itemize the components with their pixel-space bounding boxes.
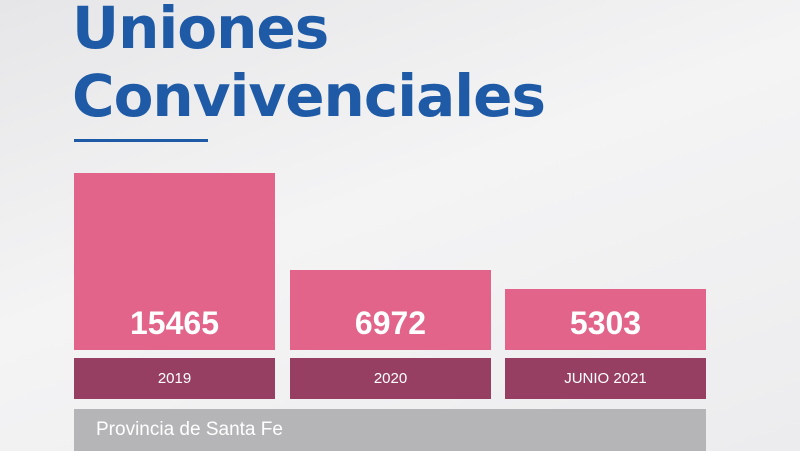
data-label: 6972 [354, 304, 427, 341]
data-label: 15465 [130, 305, 219, 341]
chart-title-line-2: Convivenciales [72, 62, 546, 130]
category-label: 2019 [74, 358, 275, 399]
footer-label: Provincia de Santa Fe [74, 409, 706, 451]
bar-1: 6972 [290, 270, 491, 350]
title-underline [74, 139, 208, 142]
category-label: JUNIO 2021 [505, 358, 706, 399]
bar-0: 15465 [74, 173, 275, 350]
data-label: 5303 [569, 304, 642, 341]
chart-title-line-1: Uniones [72, 0, 329, 62]
bar-2: 5303 [505, 289, 706, 350]
category-label: 2020 [290, 358, 491, 399]
